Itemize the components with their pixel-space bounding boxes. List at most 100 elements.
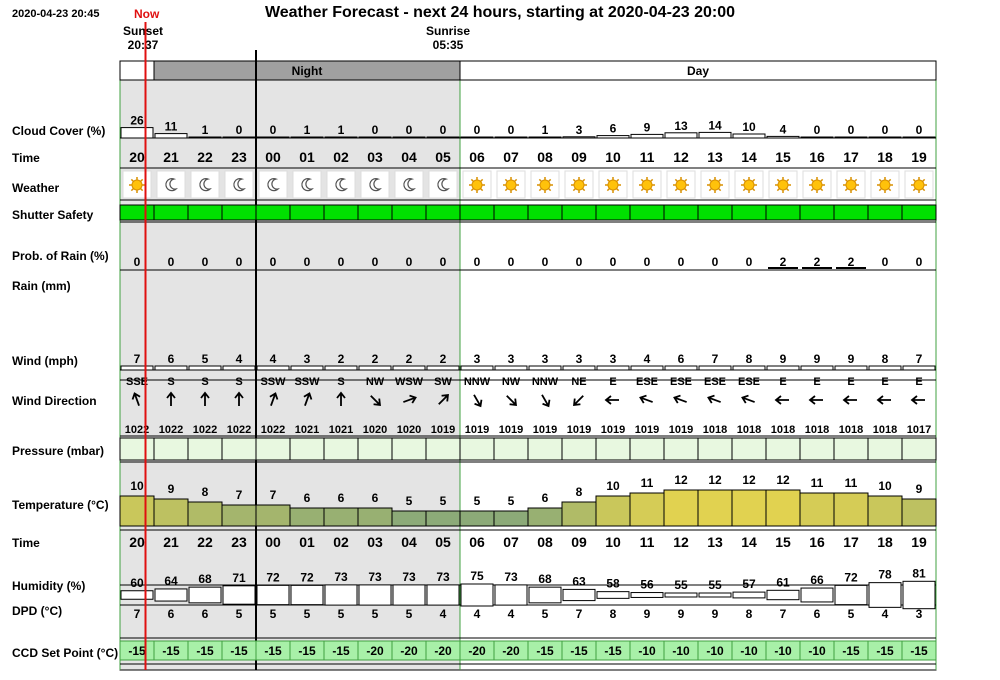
- shutter-safety-cell: [595, 204, 631, 221]
- shutter-safety-cell: [289, 204, 325, 221]
- temperature-value: 12: [742, 473, 756, 487]
- time-label: 13: [707, 149, 723, 165]
- humidity-value: 64: [164, 574, 178, 588]
- wind-speed-value: 3: [542, 352, 549, 366]
- time-label: 18: [877, 149, 893, 165]
- shutter-safety-cell: [255, 204, 291, 221]
- shutter-safety-cell: [867, 204, 903, 221]
- temperature-bar: [221, 504, 257, 527]
- row-label-rain-probability: Prob. of Rain (%): [12, 249, 109, 263]
- weather-cell: [598, 170, 628, 199]
- temperature-value: 12: [708, 473, 722, 487]
- header-pre-night: [119, 60, 155, 81]
- ccd-set-point-value: -15: [842, 644, 860, 658]
- rain-probability-value: 0: [440, 255, 447, 269]
- wind-speed-value: 2: [440, 352, 447, 366]
- sun-icon: [673, 177, 689, 193]
- ccd-set-point-value: -10: [774, 644, 792, 658]
- temperature-value: 10: [606, 479, 620, 493]
- humidity-value: 68: [198, 572, 212, 586]
- wind-arrow-icon: [604, 395, 619, 405]
- pressure-cell: [289, 437, 325, 461]
- ccd-set-point-value: -15: [604, 644, 622, 658]
- temperature-bar: [153, 498, 189, 527]
- sun-icon: [537, 177, 553, 193]
- temperature-value: 12: [776, 473, 790, 487]
- row-label-time-2: Time: [12, 536, 40, 550]
- dpd-value: 5: [270, 607, 277, 621]
- pressure-value: 1017: [907, 424, 931, 436]
- wind-direction-label: SW: [434, 376, 452, 388]
- time-label: 10: [605, 149, 621, 165]
- sunrise-marker: Sunrise 05:35: [426, 24, 470, 52]
- cloud-cover-bar: [324, 136, 358, 139]
- cloud-cover-bar: [800, 136, 834, 139]
- wind-arrow-icon: [842, 395, 857, 405]
- temperature-value: 8: [576, 485, 583, 499]
- time-label: 21: [163, 149, 179, 165]
- ccd-set-point-value: -15: [570, 644, 588, 658]
- wind-speed-value: 2: [372, 352, 379, 366]
- cloud-cover-value: 1: [202, 123, 209, 137]
- temperature-bar: [493, 510, 529, 527]
- pressure-value: 1022: [193, 424, 217, 436]
- wind-speed-value: 8: [746, 352, 753, 366]
- dpd-value: 4: [882, 607, 889, 621]
- pressure-value: 1022: [227, 424, 251, 436]
- wind-direction-label: ESE: [738, 376, 760, 388]
- sun-icon: [129, 177, 145, 193]
- time-label-2: 04: [401, 534, 417, 550]
- time-label-2: 12: [673, 534, 689, 550]
- time-label-2: 01: [299, 534, 315, 550]
- cloud-cover-value: 6: [610, 122, 617, 136]
- temperature-value: 9: [168, 482, 175, 496]
- humidity-bar: [290, 584, 324, 606]
- wind-arrow-icon: [573, 395, 584, 406]
- time-label-2: 07: [503, 534, 519, 550]
- time-label-2: 21: [163, 534, 179, 550]
- header-night-label: Night: [292, 64, 323, 78]
- pressure-value: 1018: [737, 424, 761, 436]
- cloud-cover-bar: [868, 136, 902, 139]
- pressure-cell: [629, 437, 665, 461]
- wind-speed-value: 7: [134, 352, 141, 366]
- cloud-cover-value: 0: [440, 123, 447, 137]
- rain-probability-value: 0: [304, 255, 311, 269]
- pressure-value: 1022: [261, 424, 285, 436]
- rain-probability-value: 0: [508, 255, 515, 269]
- pressure-cell: [221, 437, 257, 461]
- row-label-cloud-cover: Cloud Cover (%): [12, 124, 106, 138]
- wind-speed-value: 7: [712, 352, 719, 366]
- wind-direction-label: S: [201, 376, 208, 388]
- cloud-cover-bar: [460, 136, 494, 139]
- temperature-bar: [187, 501, 223, 527]
- wind-direction-label: E: [881, 376, 888, 388]
- rain-probability-value: 0: [576, 255, 583, 269]
- wind-bar: [188, 365, 222, 371]
- dpd-value: 6: [814, 607, 821, 621]
- wind-bar: [732, 365, 766, 371]
- pressure-value: 1022: [159, 424, 183, 436]
- time-label-2: 14: [741, 534, 757, 550]
- wind-speed-value: 3: [576, 352, 583, 366]
- wind-arrow-icon: [166, 391, 176, 406]
- humidity-bar: [528, 586, 562, 604]
- shutter-safety-cell: [187, 204, 223, 221]
- wind-arrow-icon: [741, 394, 755, 404]
- humidity-value: 75: [470, 569, 484, 583]
- cloud-cover-value: 0: [916, 123, 923, 137]
- cloud-cover-value: 0: [882, 123, 889, 137]
- wind-bar: [630, 365, 664, 371]
- wind-direction-label: SSE: [126, 376, 148, 388]
- rain-probability-value: 0: [678, 255, 685, 269]
- dpd-value: 7: [576, 607, 583, 621]
- cloud-cover-value: 10: [742, 120, 756, 134]
- temperature-bar: [867, 495, 903, 527]
- wind-speed-value: 4: [236, 352, 243, 366]
- wind-bar: [290, 365, 324, 371]
- pressure-value: 1019: [567, 424, 591, 436]
- ccd-set-point-value: -10: [808, 644, 826, 658]
- time-label-2: 16: [809, 534, 825, 550]
- humidity-value: 78: [878, 568, 892, 582]
